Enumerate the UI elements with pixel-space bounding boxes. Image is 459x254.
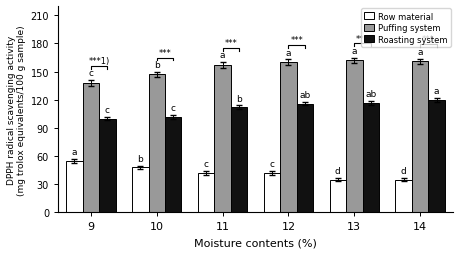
Text: b: b	[137, 154, 143, 163]
Text: c: c	[269, 160, 274, 169]
Bar	[165, 117, 181, 213]
Text: d: d	[334, 166, 340, 175]
Bar	[329, 180, 345, 213]
Bar	[99, 119, 115, 213]
Y-axis label: DPPH radical scavenging activity
(mg trolox equivalents/100 g sample): DPPH radical scavenging activity (mg tro…	[7, 25, 26, 195]
Text: d: d	[400, 166, 406, 175]
Text: c: c	[203, 160, 208, 169]
Bar	[427, 100, 444, 213]
Text: ***: ***	[355, 35, 368, 43]
Text: ***: ***	[224, 39, 237, 48]
Text: c: c	[88, 69, 93, 78]
Text: c: c	[170, 104, 175, 113]
Bar	[230, 108, 247, 213]
Bar	[362, 103, 378, 213]
Text: a: a	[351, 46, 356, 56]
Bar	[148, 75, 165, 213]
Text: ***: ***	[158, 49, 171, 57]
Bar	[83, 84, 99, 213]
Text: ***: ***	[421, 35, 434, 44]
Text: a: a	[72, 148, 77, 156]
Text: a: a	[219, 51, 225, 60]
Text: a: a	[433, 87, 438, 96]
Text: b: b	[154, 61, 159, 70]
Bar	[263, 173, 280, 213]
Bar	[66, 161, 83, 213]
Text: ***1): ***1)	[89, 57, 110, 66]
Bar	[296, 104, 313, 213]
Text: b: b	[236, 94, 241, 103]
Bar	[197, 173, 214, 213]
Bar	[345, 61, 362, 213]
Text: a: a	[416, 47, 422, 56]
Text: ab: ab	[364, 90, 375, 99]
Bar	[395, 180, 411, 213]
Text: c: c	[105, 105, 110, 115]
Legend: Row material, Puffing system, Roasting system: Row material, Puffing system, Roasting s…	[360, 9, 449, 48]
Bar	[411, 62, 427, 213]
Text: ab: ab	[299, 90, 310, 100]
Bar	[280, 63, 296, 213]
Bar	[214, 66, 230, 213]
Text: ***: ***	[290, 36, 302, 45]
Bar	[132, 168, 148, 213]
X-axis label: Moisture contents (%): Moisture contents (%)	[194, 237, 316, 247]
Text: a: a	[285, 49, 291, 57]
